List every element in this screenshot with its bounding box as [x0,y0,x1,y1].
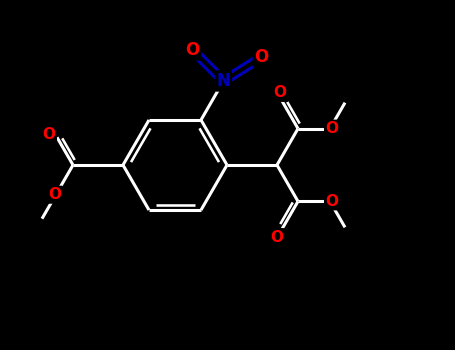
Text: O: O [325,121,339,136]
Text: O: O [42,127,56,142]
Text: O: O [271,230,283,245]
Text: O: O [49,187,61,202]
Text: O: O [254,48,268,66]
Text: O: O [273,85,287,100]
Text: O: O [325,194,339,209]
Text: O: O [185,41,200,59]
Text: N: N [217,72,230,90]
